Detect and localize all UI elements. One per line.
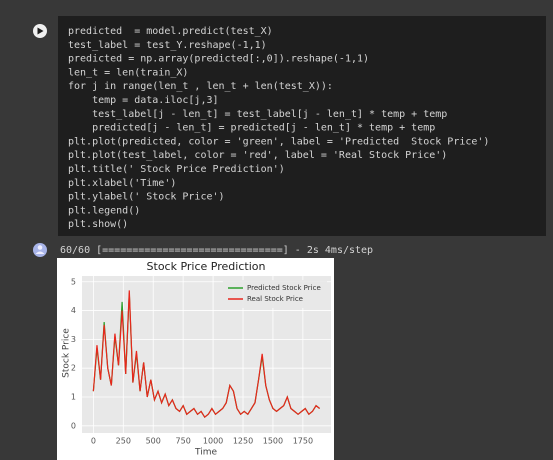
x-axis-label: Time xyxy=(194,448,217,458)
legend-label: Predicted Stock Price xyxy=(247,284,321,292)
x-tick-label: 500 xyxy=(146,437,161,446)
y-tick-label: 1 xyxy=(71,392,76,401)
code-line: len_t = len(train_X) xyxy=(68,67,188,78)
code-lines: predicted = model.predict(test_X) test_la… xyxy=(68,26,489,230)
code-line: predicted = np.array(predicted[:,0]).res… xyxy=(68,54,369,65)
code-line: plt.ylabel(' Stock Price') xyxy=(68,192,225,203)
x-tick-label: 0 xyxy=(91,437,96,446)
y-tick-label: 4 xyxy=(71,306,76,315)
x-tick-label: 1000 xyxy=(203,437,223,446)
series-line xyxy=(92,290,321,419)
code-line: plt.xlabel('Time') xyxy=(68,178,176,189)
progress-text: 60/60 [==============================] -… xyxy=(60,245,373,256)
code-line: for j in range(len_t , len_t + len(test_… xyxy=(68,81,333,92)
code-line: test_label[j - len_t] = test_label[j - l… xyxy=(68,109,447,120)
output-head xyxy=(37,245,43,250)
code-cell xyxy=(58,16,546,236)
code-line: plt.title(' Stock Price Prediction') xyxy=(68,164,285,175)
code-line: plt.legend() xyxy=(68,205,140,216)
code-line: plt.plot(predicted, color = 'green', lab… xyxy=(68,136,489,147)
y-tick-label: 3 xyxy=(71,335,76,344)
x-tick-label: 750 xyxy=(176,437,191,446)
y-tick-label: 0 xyxy=(71,421,76,430)
run-icon[interactable] xyxy=(37,27,44,35)
run-button[interactable] xyxy=(33,24,47,38)
code-line: predicted[j - len_t] = predicted[j - len… xyxy=(68,123,435,134)
y-tick-label: 5 xyxy=(71,277,76,286)
code-line: plt.show() xyxy=(68,219,128,230)
y-tick-label: 2 xyxy=(71,364,76,373)
x-tick-label: 250 xyxy=(116,437,131,446)
chart: Stock Price Prediction Time Stock Price … xyxy=(62,260,331,458)
legend-label: Real Stock Price xyxy=(247,295,303,303)
legend-box xyxy=(223,280,327,308)
code-line: plt.plot(test_label, color = 'red', labe… xyxy=(68,150,447,161)
output-icon xyxy=(33,243,47,257)
x-tick-label: 1250 xyxy=(233,437,253,446)
x-tick-label: 1500 xyxy=(263,437,283,446)
code-line: predicted = model.predict(test_X) xyxy=(68,26,273,37)
output-body xyxy=(35,251,45,254)
y-axis-label: Stock Price xyxy=(62,328,72,378)
chart-title: Stock Price Prediction xyxy=(147,260,266,273)
output-circle xyxy=(33,243,47,257)
x-tick-label: 1750 xyxy=(293,437,313,446)
code-line: temp = data.iloc[j,3] xyxy=(68,95,219,106)
code-line: test_label = test_Y.reshape(-1,1) xyxy=(68,40,267,51)
